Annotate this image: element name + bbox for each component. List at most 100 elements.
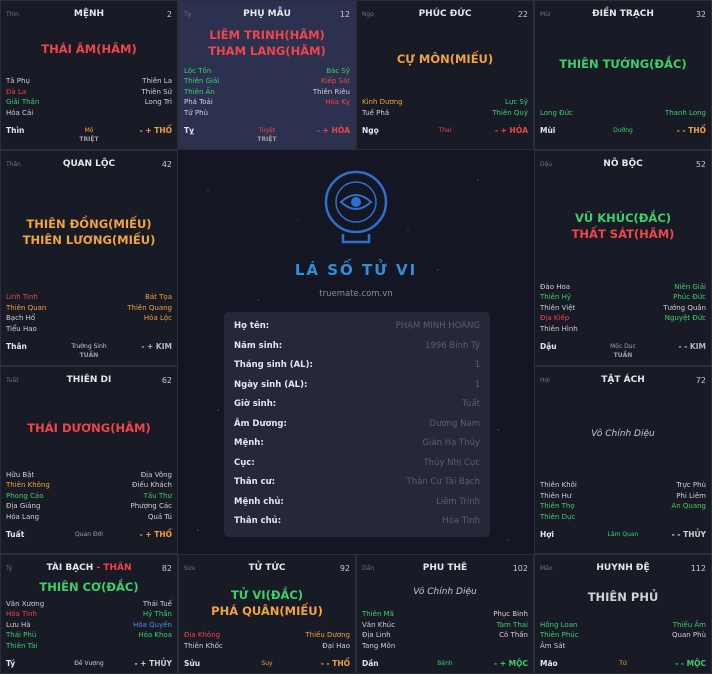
minor-star: Địa Không — [184, 631, 221, 639]
minor-star: Tấu Thư — [143, 491, 172, 500]
palace-cell: Tuất THIÊN DI 62 THÁI DƯƠNG(HÃM) Hữu Bật Thiê… — [0, 366, 178, 554]
life-stage: Mộc Dục — [610, 342, 636, 350]
marker: TRIỆT — [257, 136, 277, 143]
element: - - THỦY — [671, 529, 706, 539]
minor-star: Thiên Mã — [362, 610, 394, 618]
minor-star: Địa Linh — [362, 631, 391, 639]
minor-star: Phúc Đức — [673, 293, 706, 301]
branch-label: Mùi — [540, 10, 551, 18]
palace-number: 92 — [339, 563, 350, 573]
info-label: Năm sinh: — [234, 340, 283, 351]
main-stars: LIÊM TRINH(HÃM) THAM LANG(HÃM) — [184, 21, 350, 66]
minor-star: Hữu Bật — [6, 470, 35, 479]
palace-cell: Sửu TỬ TỨC 92 TỬ VI(ĐẮC) PHÁ QUÂN(MIẾU) Địa K… — [178, 554, 356, 674]
element: - + THỔ — [139, 125, 172, 135]
info-row: Họ tên: PHẠM MINH HOÀNG — [234, 321, 480, 331]
left-stars: Địa Không Thiên Khốc — [184, 630, 223, 651]
cell-footer: Mão Tử - - MỘC — [540, 657, 706, 669]
info-row: Tháng sinh (AL): 1 — [234, 360, 480, 370]
info-value: 1 — [474, 360, 480, 370]
center-title: LÁ SỐ TỬ VI — [294, 261, 418, 279]
cell-footer: Hợi Lâm Quan - - THỦY — [540, 528, 706, 540]
minor-star: Hỷ Thần — [142, 610, 172, 618]
branch-label: Dần — [362, 564, 375, 572]
minor-star: Văn Xương — [6, 599, 45, 608]
minor-star: Thiếu Dương — [305, 631, 350, 639]
palace-name-text: HUYNH ĐỆ — [596, 563, 650, 573]
minor-star: Hóa Lộc — [143, 314, 172, 322]
cell-header: Tý TÀI BẠCH - THÂN 82 — [6, 561, 172, 575]
element: - + MỘC — [494, 658, 528, 668]
branch-label: Tỵ — [184, 10, 192, 18]
minor-star: Tướng Quân — [663, 303, 706, 312]
minor-star: Địa Võng — [140, 470, 172, 479]
info-label: Tháng sinh (AL): — [234, 360, 313, 370]
info-label: Âm Dương: — [234, 418, 287, 429]
palace-cell: Thìn MỆNH 2 THÁI ÂM(HÃM) Tả Phụ Đà La Giải Thầ… — [0, 0, 178, 150]
minor-stars: Địa Không Thiên Khốc Thiếu Dương Đại Hao — [184, 630, 350, 651]
minor-stars: Long Đức Thanh Long — [540, 108, 706, 119]
palace-name: PHÚC ĐỨC — [392, 9, 498, 19]
marker-space — [540, 136, 706, 145]
cell-footer: Dần Bệnh - + MỘC — [362, 657, 528, 669]
center-panel: LÁ SỐ TỬ VI truemate.com.vn Họ tên: PHẠM … — [178, 150, 534, 554]
palace-number: 102 — [512, 563, 528, 573]
cell-footer: Tỵ Tuyệt - + HỎA — [184, 124, 350, 136]
minor-star: Nguyệt Đức — [664, 314, 706, 322]
minor-star: Địa Giảng — [6, 502, 41, 510]
minor-stars: Kình Dương Tuế Phá Lực Sỹ Thiên Quý — [362, 97, 528, 118]
footer-branch: Thân — [6, 341, 27, 351]
palace-name-text: PHU THÊ — [422, 563, 468, 573]
cell-footer: Tý Đế Vượng - + THỦY — [6, 657, 172, 669]
marker-space — [362, 136, 528, 145]
palace-name: ĐIỀN TRẠCH — [570, 9, 676, 19]
minor-star: Thiên Ấn — [184, 87, 215, 96]
minor-star: Phượng Các — [130, 502, 172, 510]
minor-stars: Văn Xương Hóa Tinh Lưu Hà Thái Phù Thiên Tài… — [6, 599, 172, 652]
minor-star: Bát Tọa — [145, 293, 172, 301]
element: - - MỘC — [675, 658, 706, 668]
main-star: THÁI DƯƠNG(HÃM) — [27, 421, 151, 436]
main-star: THIÊN TƯỚNG(ĐẮC) — [559, 57, 687, 72]
cell-header: Mão HUYNH ĐỆ 112 — [540, 561, 706, 575]
palace-name: PHỤ MẪU — [214, 9, 320, 19]
palace-name: TÀI BẠCH - THÂN — [36, 563, 142, 573]
left-stars: Linh Tinh Thiên Quan Bạch Hổ Tiểu Hao — [6, 292, 46, 334]
right-stars: Trực Phù Phi Liêm An Quang — [671, 480, 706, 522]
left-stars: Thiên Khôi Thiên Hư Thiên Thọ Thiên Dục — [540, 480, 577, 522]
minor-star: Văn Khúc — [362, 620, 396, 629]
info-value: Thân Cư Tài Bạch — [406, 477, 480, 487]
info-row: Mệnh: Giản Hạ Thủy — [234, 438, 480, 448]
main-star: PHÁ QUÂN(MIẾU) — [211, 603, 323, 618]
palace-number: 62 — [161, 375, 172, 385]
cell-footer: Sửu Suy - - THỔ — [184, 657, 350, 669]
palace-name: QUAN LỘC — [36, 159, 142, 169]
minor-stars: Tả Phụ Đà La Giải Thần Hóa Cái Thiên La Thiên… — [6, 76, 172, 118]
branch-label: Ngọ — [362, 10, 374, 18]
palace-number: 12 — [339, 9, 350, 19]
info-value: 1996 Bính Tý — [425, 340, 480, 351]
palace-name-text: THIÊN DI — [66, 375, 112, 385]
info-row: Năm sinh: 1996 Bính Tý — [234, 341, 480, 351]
minor-star: Hóa Kỵ — [325, 98, 350, 106]
info-label: Ngày sinh (AL): — [234, 379, 308, 390]
life-stage: Dưỡng — [613, 126, 633, 134]
minor-star: Thiên Thọ — [540, 502, 575, 510]
main-star: TỬ VI(ĐẮC) — [230, 587, 304, 602]
minor-star: Thiên Tài — [6, 641, 38, 650]
minor-star: Bạch Hổ — [6, 314, 36, 322]
minor-stars: Đào Hoa Thiên Hỷ Thiên Việt Địa Kiếp Thiên H… — [540, 282, 706, 335]
main-star: VŨ KHÚC(ĐẮC) — [574, 211, 672, 226]
info-label: Giờ sinh: — [234, 399, 277, 409]
cell-header: Mùi ĐIỀN TRẠCH 32 — [540, 7, 706, 21]
minor-star: Bác Sỹ — [326, 66, 350, 75]
minor-star: Thiên Không — [6, 481, 50, 489]
cell-header: Thân QUAN LỘC 42 — [6, 157, 172, 171]
right-stars: Bát Tọa Thiên Quang Hóa Lộc — [127, 292, 172, 334]
right-stars: Thanh Long — [665, 108, 706, 119]
main-stars: THIÊN PHỦ — [540, 575, 706, 620]
minor-star: Tam Thai — [496, 620, 528, 629]
branch-label: Tý — [6, 564, 13, 572]
main-star: Vô Chính Diệu — [591, 428, 655, 439]
minor-star: Thái Phù — [6, 631, 37, 639]
